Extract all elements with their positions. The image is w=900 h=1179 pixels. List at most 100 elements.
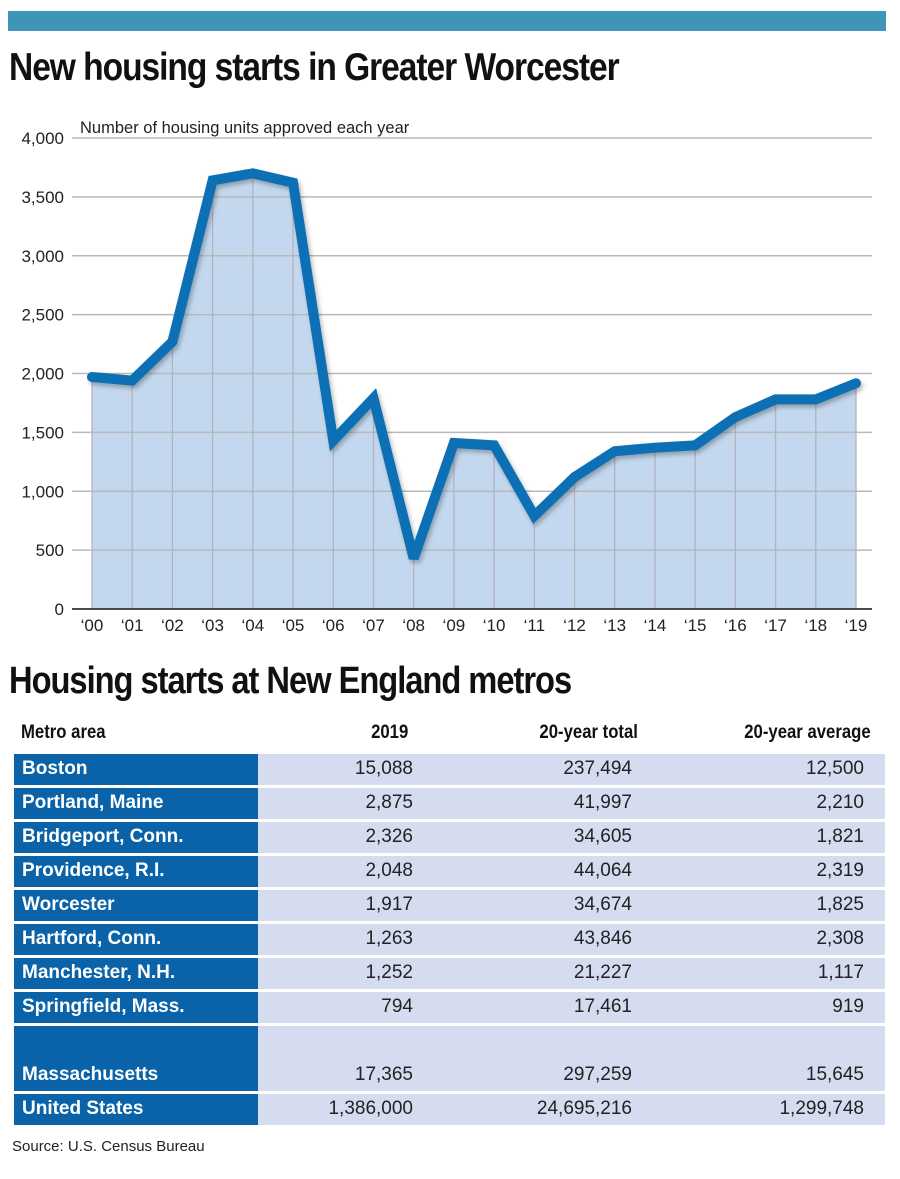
- metro-name: Bridgeport, Conn.: [22, 826, 184, 847]
- x-tick-label: ‘05: [282, 616, 305, 635]
- x-tick-label: ‘12: [563, 616, 586, 635]
- metro-name-cell: Massachusetts: [14, 1026, 258, 1091]
- table-row: Providence, R.I. 2,048 44,064 2,319: [14, 856, 885, 887]
- y-tick-label: 0: [55, 600, 64, 619]
- x-tick-label: ‘07: [362, 616, 385, 635]
- value-20yr-total: 237,494: [563, 758, 632, 779]
- series-line: [87, 168, 861, 561]
- table-row: Boston 15,088 237,494 12,500: [14, 754, 885, 785]
- value-2019: 1,386,000: [328, 1098, 413, 1119]
- value-2019: 1,917: [365, 894, 413, 915]
- metro-name: Springfield, Mass.: [22, 996, 185, 1017]
- table-row: Worcester 1,917 34,674 1,825: [14, 890, 885, 921]
- table-row: Bridgeport, Conn. 2,326 34,605 1,821: [14, 822, 885, 853]
- series-line-layer: [87, 168, 861, 561]
- table-row: Springfield, Mass. 794 17,461 919: [14, 992, 885, 1023]
- value-20yr-average: 15,645: [805, 1064, 864, 1085]
- metro-name: United States: [22, 1098, 144, 1119]
- value-20yr-average: 1,821: [816, 826, 864, 847]
- value-20yr-total: 44,064: [573, 860, 632, 881]
- metro-name-cell: Springfield, Mass.: [14, 992, 258, 1023]
- y-tick-label: 2,000: [21, 365, 64, 384]
- table-header: Metro area 2019 20-year total 20-year av…: [14, 717, 885, 751]
- x-tick-label: ‘01: [121, 616, 144, 635]
- y-tick-label: 4,000: [21, 129, 64, 148]
- x-tick-label: ‘03: [201, 616, 224, 635]
- metro-name: Worcester: [22, 894, 115, 915]
- value-20yr-total: 24,695,216: [536, 1098, 632, 1119]
- grid-layer: [72, 137, 872, 609]
- chart-title: New housing starts in Greater Worcester: [9, 46, 620, 89]
- value-20yr-total: 34,674: [573, 894, 632, 915]
- y-tick-label: 3,000: [21, 247, 64, 266]
- value-2019: 794: [381, 996, 413, 1017]
- table-row: Manchester, N.H. 1,252 21,227 1,117: [14, 958, 885, 989]
- table-row: Portland, Maine 2,875 41,997 2,210: [14, 788, 885, 819]
- value-20yr-average: 2,210: [816, 792, 864, 813]
- chart-subtitle: Number of housing units approved each ye…: [80, 119, 410, 137]
- column-header-average: 20-year average: [744, 722, 871, 743]
- value-20yr-total: 17,461: [573, 996, 632, 1017]
- x-tick-label: ‘16: [724, 616, 747, 635]
- x-tick-label: ‘09: [443, 616, 466, 635]
- metro-name-cell: Portland, Maine: [14, 788, 258, 819]
- metro-name-cell: Boston: [14, 754, 258, 785]
- header-accent-bar: [8, 11, 886, 31]
- metro-name-cell: Worcester: [14, 890, 258, 921]
- y-tick-label: 500: [36, 541, 64, 560]
- x-tick-label: ‘19: [845, 616, 868, 635]
- value-2019: 1,263: [365, 928, 413, 949]
- value-20yr-total: 41,997: [573, 792, 632, 813]
- column-header-metro: Metro area: [21, 722, 106, 743]
- metro-name-cell: Bridgeport, Conn.: [14, 822, 258, 853]
- value-2019: 2,875: [365, 792, 413, 813]
- metro-name: Massachusetts: [22, 1064, 159, 1085]
- value-2019: 1,252: [365, 962, 413, 983]
- value-20yr-average: 2,308: [816, 928, 864, 949]
- area-fill-layer: [92, 173, 856, 609]
- x-tick-label: ‘17: [764, 616, 787, 635]
- area-fill: [92, 173, 856, 609]
- y-tick-label: 2,500: [21, 306, 64, 325]
- metro-name: Boston: [22, 758, 88, 779]
- value-20yr-average: 1,825: [816, 894, 864, 915]
- x-tick-label: ‘14: [644, 616, 667, 635]
- x-tick-label: ‘15: [684, 616, 707, 635]
- source-note: Source: U.S. Census Bureau: [12, 1138, 205, 1155]
- x-tick-label: ‘18: [804, 616, 827, 635]
- x-tick-label: ‘04: [241, 616, 264, 635]
- metro-name-cell: Manchester, N.H.: [14, 958, 258, 989]
- metro-name: Hartford, Conn.: [22, 928, 162, 949]
- metro-name: Portland, Maine: [22, 792, 164, 813]
- x-tick-label: ‘02: [161, 616, 184, 635]
- metro-name: Providence, R.I.: [22, 860, 165, 881]
- value-20yr-average: 1,117: [817, 962, 864, 983]
- metro-name: Manchester, N.H.: [22, 962, 176, 983]
- table-row: Hartford, Conn. 1,263 43,846 2,308: [14, 924, 885, 955]
- table-body: Boston 15,088 237,494 12,500 Portland, Maine…: [14, 754, 885, 1125]
- value-20yr-total: 21,227: [573, 962, 632, 983]
- value-2019: 17,365: [354, 1064, 413, 1085]
- x-tick-label: ‘11: [524, 616, 545, 635]
- y-tick-label: 3,500: [21, 188, 64, 207]
- x-tick-label: ‘08: [402, 616, 425, 635]
- value-20yr-average: 919: [832, 996, 864, 1017]
- metro-name-cell: Providence, R.I.: [14, 856, 258, 887]
- metro-table: Metro area 2019 20-year total 20-year av…: [14, 717, 885, 1125]
- y-tick-label: 1,500: [21, 423, 64, 442]
- value-20yr-average: 1,299,748: [779, 1098, 864, 1119]
- x-tick-label: ‘10: [483, 616, 506, 635]
- value-2019: 2,048: [365, 860, 413, 881]
- line-area-chart: 0 500 1,000 1,500 2,000 2,500 3,000 3,500 4,000 ‘…: [21, 119, 872, 635]
- x-tick-label: ‘00: [81, 616, 104, 635]
- value-2019: 2,326: [365, 826, 413, 847]
- table-title: Housing starts at New England metros: [9, 660, 572, 702]
- metro-name-cell: United States: [14, 1094, 258, 1125]
- column-header-total: 20-year total: [539, 722, 638, 743]
- value-20yr-average: 12,500: [805, 758, 864, 779]
- x-tick-label: ‘13: [603, 616, 626, 635]
- column-header-2019: 2019: [370, 722, 408, 743]
- table-row: Massachusetts 17,365 297,259 15,645: [14, 1026, 885, 1091]
- value-20yr-total: 43,846: [573, 928, 632, 949]
- table-row: United States 1,386,000 24,695,216 1,299,74…: [14, 1094, 885, 1125]
